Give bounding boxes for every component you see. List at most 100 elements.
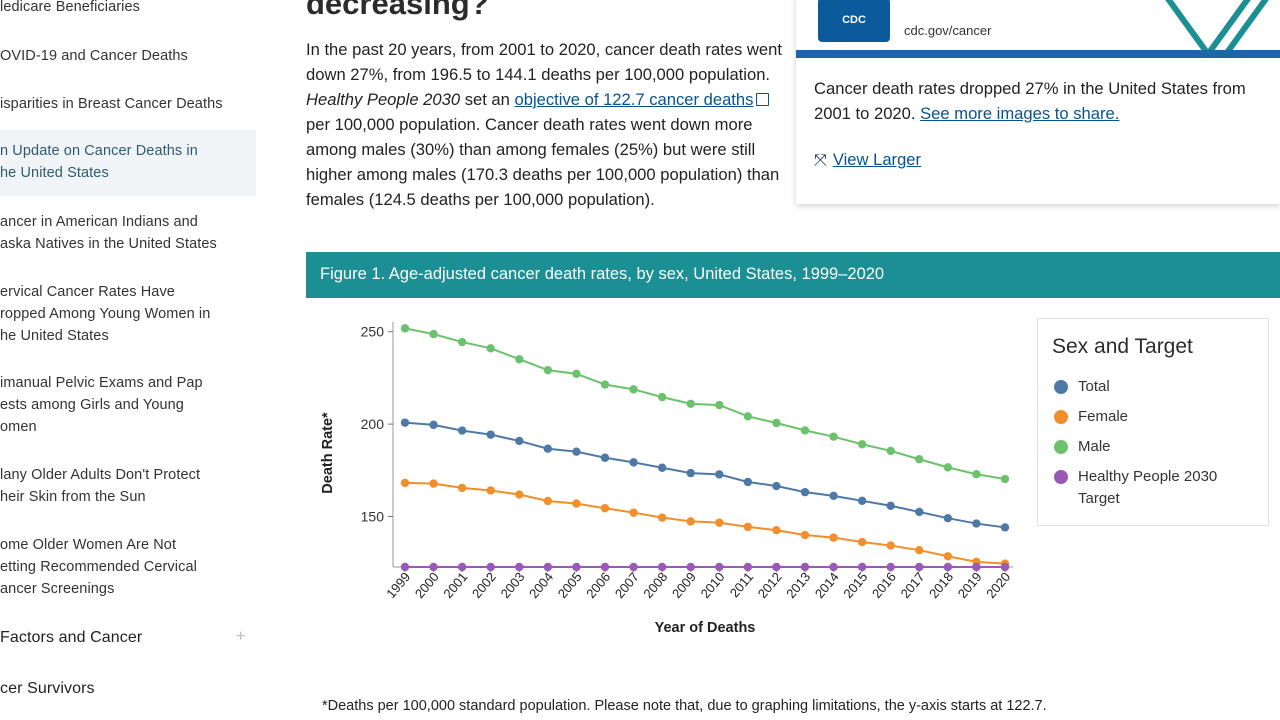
data-point-total (743, 477, 753, 487)
see-more-images-link[interactable]: See more images to share. (920, 104, 1120, 123)
data-point-total (629, 458, 638, 467)
data-point-healthy-people-2030-target (915, 562, 924, 572)
data-point-female (857, 537, 867, 547)
figure-title: Figure 1. Age-adjusted cancer death rate… (320, 265, 885, 283)
data-point-female (543, 496, 553, 506)
x-tick-label: 2020 (983, 569, 1013, 601)
legend-label-total: Total (1078, 378, 1110, 395)
objective-link[interactable]: objective of 122.7 cancer deaths (514, 90, 754, 109)
data-point-female (915, 545, 924, 555)
data-point-female (886, 541, 895, 550)
cdc-logo: CDC (818, 0, 890, 42)
sidebar-section-cancer-survivors[interactable]: cer Survivors (0, 680, 95, 697)
data-point-total (543, 444, 553, 453)
x-tick-label: 2006 (583, 569, 613, 601)
series-line-total (404, 421, 1006, 529)
view-larger-button[interactable]: ⤧ View Larger (814, 150, 921, 170)
data-point-female (943, 552, 953, 561)
x-tick-label: 2013 (783, 569, 813, 601)
sidebar-item-update-cancer-deaths[interactable]: n Update on Cancer Deaths in he United S… (0, 130, 256, 196)
data-point-healthy-people-2030-target (543, 562, 553, 572)
x-tick-label: 2010 (698, 569, 728, 601)
data-point-healthy-people-2030-target (943, 562, 953, 572)
x-tick-label: 2016 (869, 569, 899, 601)
data-point-healthy-people-2030-target (972, 562, 981, 572)
data-point-male (1000, 474, 1010, 484)
data-point-female (743, 522, 753, 532)
data-point-total (886, 501, 895, 511)
data-point-healthy-people-2030-target (686, 562, 695, 572)
expand-icon: ⤧ (814, 152, 827, 169)
x-tick-label: 2004 (526, 569, 556, 601)
sidebar-item-skin-protection[interactable]: lany Older Adults Don't Protect heir Ski… (0, 467, 201, 505)
data-point-healthy-people-2030-target (657, 562, 667, 572)
data-point-total (1000, 523, 1010, 532)
data-point-male (515, 355, 524, 364)
data-point-total (857, 496, 867, 506)
x-tick-label: 2007 (612, 569, 642, 601)
sidebar-item-cervical-screenings[interactable]: ome Older Women Are Not etting Recommend… (0, 537, 197, 597)
data-point-total (829, 491, 838, 501)
view-larger-link[interactable]: View Larger (832, 150, 922, 169)
legend-swatch-total (1054, 380, 1068, 394)
sidebar-item-breast-cancer-disparities[interactable]: isparities in Breast Cancer Deaths (0, 96, 223, 112)
legend-label-male: Male (1078, 438, 1111, 455)
x-tick-label: 2002 (469, 569, 499, 601)
data-point-male (572, 369, 581, 379)
legend-swatch-hp2030-target (1054, 470, 1068, 484)
y-axis-title: Death Rate* (320, 412, 336, 494)
para-text-2: set an (460, 90, 515, 109)
data-point-healthy-people-2030-target (600, 562, 610, 572)
data-point-female (429, 479, 438, 488)
data-point-male (686, 399, 695, 408)
data-point-male (857, 440, 867, 449)
data-point-total (429, 420, 438, 430)
data-point-healthy-people-2030-target (743, 562, 753, 572)
share-image[interactable]: CDC cdc.gov/cancer (796, 0, 1280, 58)
data-point-female (572, 499, 581, 508)
cdc-url-text: cdc.gov/cancer (904, 23, 992, 38)
sidebar-item-covid-cancer-deaths[interactable]: OVID-19 and Cancer Deaths (0, 48, 188, 64)
sidebar-nav: ledicare Beneficiaries OVID-19 and Cance… (0, 0, 258, 720)
data-point-male (800, 426, 810, 435)
data-point-healthy-people-2030-target (715, 562, 724, 572)
sidebar-item-cervical-cancer-rates[interactable]: ervical Cancer Rates Have ropped Among Y… (0, 284, 211, 344)
data-point-total (486, 430, 495, 439)
data-point-total (657, 463, 667, 472)
x-tick-label: 2008 (640, 569, 670, 601)
sidebar-item-pelvic-exams[interactable]: imanual Pelvic Exams and Pap ests among … (0, 375, 203, 435)
data-point-healthy-people-2030-target (1000, 562, 1010, 572)
legend-title: Sex and Target (1052, 335, 1193, 358)
data-point-female (600, 504, 610, 513)
data-point-total (515, 436, 524, 446)
data-point-female (486, 486, 495, 495)
share-card: CDC cdc.gov/cancer Cancer death rates dr… (796, 0, 1280, 204)
y-tick-label: 150 (361, 509, 385, 525)
x-tick-label: 2019 (955, 569, 985, 601)
data-point-female (657, 513, 667, 522)
data-point-male (915, 455, 924, 464)
data-point-female (400, 478, 410, 488)
sidebar-item-american-indians[interactable]: ancer in American Indians and aska Nativ… (0, 214, 217, 252)
sidebar-item-medicare-beneficiaries[interactable]: ledicare Beneficiaries (0, 0, 141, 15)
para-text-3: per 100,000 population. Cancer death rat… (306, 115, 780, 209)
data-point-female (515, 490, 524, 499)
data-point-male (457, 337, 467, 347)
x-tick-label: 2018 (926, 569, 956, 601)
intro-paragraph: In the past 20 years, from 2001 to 2020,… (306, 37, 782, 212)
x-tick-label: 2017 (898, 569, 928, 601)
data-point-male (543, 365, 553, 375)
data-point-healthy-people-2030-target (400, 562, 410, 572)
data-point-female (629, 508, 638, 517)
data-point-female (457, 483, 467, 493)
share-card-caption: Cancer death rates dropped 27% in the Un… (814, 79, 1246, 123)
data-point-total (800, 487, 810, 497)
expand-plus-icon[interactable]: + (236, 628, 246, 645)
sidebar-section-risk-factors[interactable]: Factors and Cancer (0, 629, 143, 646)
x-tick-label: 2009 (669, 569, 699, 601)
data-point-healthy-people-2030-target (486, 562, 495, 572)
data-point-male (429, 329, 438, 339)
y-tick-label: 250 (361, 324, 385, 340)
external-link-icon[interactable] (756, 93, 770, 106)
data-point-healthy-people-2030-target (515, 562, 524, 572)
